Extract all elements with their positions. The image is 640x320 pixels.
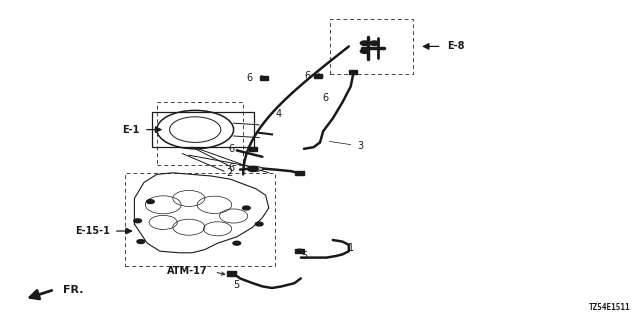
Bar	[314, 74, 323, 78]
Bar	[249, 166, 257, 170]
Circle shape	[134, 219, 141, 223]
Text: 3: 3	[357, 140, 364, 151]
Text: 6: 6	[228, 163, 235, 173]
Bar	[227, 271, 237, 276]
Bar	[296, 249, 304, 253]
Text: 5: 5	[301, 251, 308, 261]
Text: 6: 6	[304, 71, 310, 81]
Circle shape	[360, 41, 369, 45]
Bar	[260, 76, 268, 81]
Circle shape	[296, 249, 303, 253]
Text: E-1: E-1	[122, 124, 140, 135]
Text: 4: 4	[275, 108, 282, 119]
Bar	[152, 112, 254, 147]
Circle shape	[228, 272, 236, 276]
Text: 1: 1	[348, 243, 354, 253]
Circle shape	[248, 166, 258, 172]
Bar	[330, 19, 413, 74]
Bar	[125, 173, 275, 266]
Text: E-8: E-8	[447, 41, 464, 52]
Text: E-15-1: E-15-1	[76, 226, 110, 236]
Bar	[249, 147, 257, 151]
Circle shape	[147, 200, 154, 204]
Text: 5: 5	[234, 280, 240, 291]
Circle shape	[233, 241, 241, 245]
Text: TZ54E1511: TZ54E1511	[589, 303, 630, 312]
Text: 6: 6	[246, 73, 253, 84]
Ellipse shape	[249, 167, 263, 171]
Text: 6: 6	[228, 144, 235, 154]
Text: 2: 2	[226, 168, 232, 178]
Bar	[157, 102, 243, 165]
Circle shape	[243, 206, 250, 210]
Text: FR.: FR.	[63, 284, 83, 295]
Bar	[296, 171, 304, 175]
Circle shape	[360, 49, 369, 53]
FancyArrowPatch shape	[30, 291, 52, 299]
Circle shape	[255, 222, 263, 226]
Text: 6: 6	[322, 92, 328, 103]
Text: ATM-17: ATM-17	[168, 266, 208, 276]
Circle shape	[137, 240, 145, 244]
Circle shape	[370, 41, 379, 45]
Bar	[349, 70, 358, 74]
